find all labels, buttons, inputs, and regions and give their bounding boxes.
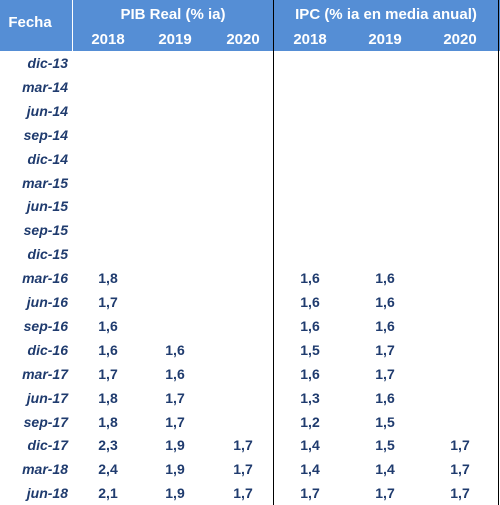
value-cell: 1,6 <box>300 270 320 287</box>
value-cell: 1,6 <box>375 317 395 334</box>
value-cell: 1,6 <box>98 341 118 358</box>
date-cell: jun-15 <box>26 198 68 215</box>
fecha-header: Fecha <box>8 14 52 31</box>
value-cell: 1,7 <box>165 389 185 406</box>
value-cell: 1,6 <box>300 365 320 382</box>
header-band <box>73 0 500 51</box>
date-cell: jun-14 <box>26 102 68 119</box>
year-header: 2018 <box>293 31 327 48</box>
date-cell: sep-14 <box>23 126 68 143</box>
date-cell: mar-18 <box>22 461 68 478</box>
date-cell: dic-13 <box>27 55 68 71</box>
year-header: 2020 <box>443 31 477 48</box>
date-cell: jun-16 <box>26 294 68 310</box>
value-cell: 1,4 <box>300 461 320 478</box>
date-cell: sep-15 <box>23 222 68 239</box>
value-cell: 1,9 <box>165 485 185 502</box>
value-cell: 1,7 <box>98 294 118 310</box>
value-cell: 1,7 <box>375 365 395 382</box>
value-cell: 1,7 <box>98 365 118 382</box>
value-cell: 1,7 <box>165 413 185 430</box>
border <box>498 0 499 505</box>
date-cell: jun-17 <box>26 389 68 406</box>
value-cell: 1,8 <box>98 413 118 430</box>
value-cell: 1,5 <box>300 341 320 358</box>
date-cell: mar-17 <box>22 365 68 382</box>
value-cell: 1,6 <box>375 270 395 287</box>
value-cell: 1,6 <box>165 365 185 382</box>
value-cell: 1,6 <box>165 341 185 358</box>
date-cell: dic-16 <box>27 341 68 358</box>
value-cell: 1,6 <box>300 317 320 334</box>
value-cell: 1,7 <box>375 485 395 502</box>
value-cell: 1,7 <box>233 437 253 454</box>
date-cell: jun-18 <box>26 485 68 502</box>
value-cell: 1,7 <box>300 485 320 502</box>
value-cell: 1,6 <box>375 389 395 406</box>
value-cell: 1,6 <box>300 294 320 310</box>
date-cell: dic-17 <box>27 437 68 454</box>
value-cell: 1,7 <box>450 485 470 502</box>
value-cell: 1,6 <box>98 317 118 334</box>
value-cell: 2,3 <box>98 437 118 454</box>
value-cell: 1,5 <box>375 413 395 430</box>
date-cell: sep-16 <box>23 317 68 334</box>
value-cell: 2,4 <box>98 461 118 478</box>
value-cell: 1,7 <box>233 461 253 478</box>
year-header: 2020 <box>226 31 260 48</box>
value-cell: 1,4 <box>300 437 320 454</box>
header-cell <box>0 0 72 51</box>
year-header: 2019 <box>158 31 192 48</box>
value-cell: 1,9 <box>165 437 185 454</box>
year-header: 2019 <box>368 31 402 48</box>
value-cell: 1,3 <box>300 389 320 406</box>
date-cell: dic-14 <box>27 150 68 167</box>
value-cell: 1,9 <box>165 461 185 478</box>
value-cell: 1,5 <box>375 437 395 454</box>
date-cell: mar-14 <box>22 78 68 95</box>
value-cell: 2,1 <box>98 485 118 502</box>
date-cell: sep-17 <box>23 413 68 430</box>
group-title: PIB Real (% ia) <box>120 6 226 23</box>
year-header: 2018 <box>91 31 125 48</box>
value-cell: 1,7 <box>450 437 470 454</box>
value-cell: 1,4 <box>375 461 395 478</box>
divider <box>273 0 274 505</box>
date-cell: dic-15 <box>27 246 68 263</box>
group-title: IPC (% ia en media anual) <box>295 6 477 23</box>
value-cell: 1,2 <box>300 413 320 430</box>
value-cell: 1,6 <box>375 294 395 310</box>
date-cell: mar-16 <box>22 270 68 287</box>
value-cell: 1,8 <box>98 389 118 406</box>
value-cell: 1,7 <box>450 461 470 478</box>
value-cell: 1,7 <box>233 485 253 502</box>
value-cell: 1,8 <box>98 270 118 287</box>
value-cell: 1,7 <box>375 341 395 358</box>
date-cell: mar-15 <box>22 174 68 191</box>
